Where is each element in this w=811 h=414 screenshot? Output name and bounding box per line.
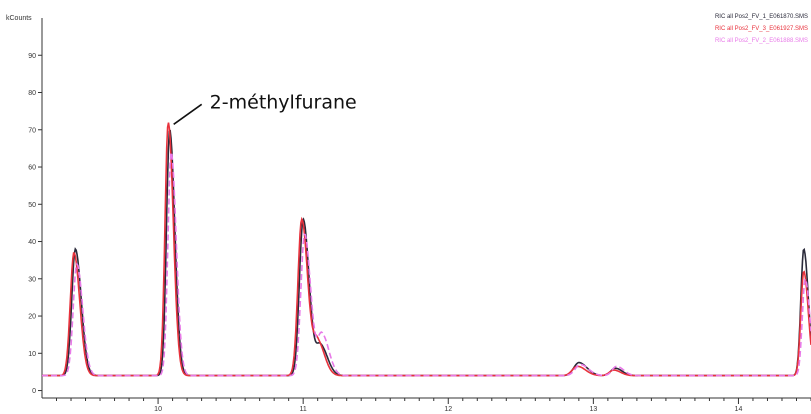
annotation-label: 2-méthylfurane [210,91,357,113]
x-ticks: 10 11 12 13 14 [56,398,811,413]
x-tick-label: 12 [444,406,452,413]
x-tick-label: 14 [735,406,743,413]
y-tick-label: 80 [28,90,36,97]
annotation-pointer [173,103,203,125]
y-tick-label: 40 [28,239,36,246]
y-axis-label: kCounts [6,15,32,22]
series-group [42,122,811,377]
legend-entry-2: RIC all Pos2_FV_3_E061927.SMS [715,26,808,32]
legend: RIC all Pos2_FV_1_E061870.SMS RIC all Po… [715,14,808,44]
legend-entry-1: RIC all Pos2_FV_1_E061870.SMS [715,14,808,20]
y-tick-label: 10 [28,351,36,358]
y-tick-label: 50 [28,202,36,209]
y-tick-label: 70 [28,127,36,134]
x-tick-label: 13 [589,406,597,413]
x-tick-label: 11 [300,406,307,413]
series-line-1 [42,129,811,377]
y-tick-label: 30 [28,276,36,283]
y-tick-label: 0 [32,388,36,395]
y-tick-label: 90 [28,53,36,60]
peak-annotation: 2-méthylfurane [173,91,357,125]
axes: kCounts [6,15,811,399]
series-line-3 [42,151,811,377]
legend-entry-3: RIC all Pos2_FV_2_E061888.SMS [715,38,808,44]
y-tick-label: 20 [28,314,36,321]
y-ticks: 0 10 20 30 40 50 60 70 80 90 [28,53,42,395]
series-line-2 [42,122,811,377]
y-tick-label: 60 [28,165,36,172]
x-tick-label: 10 [154,406,162,413]
